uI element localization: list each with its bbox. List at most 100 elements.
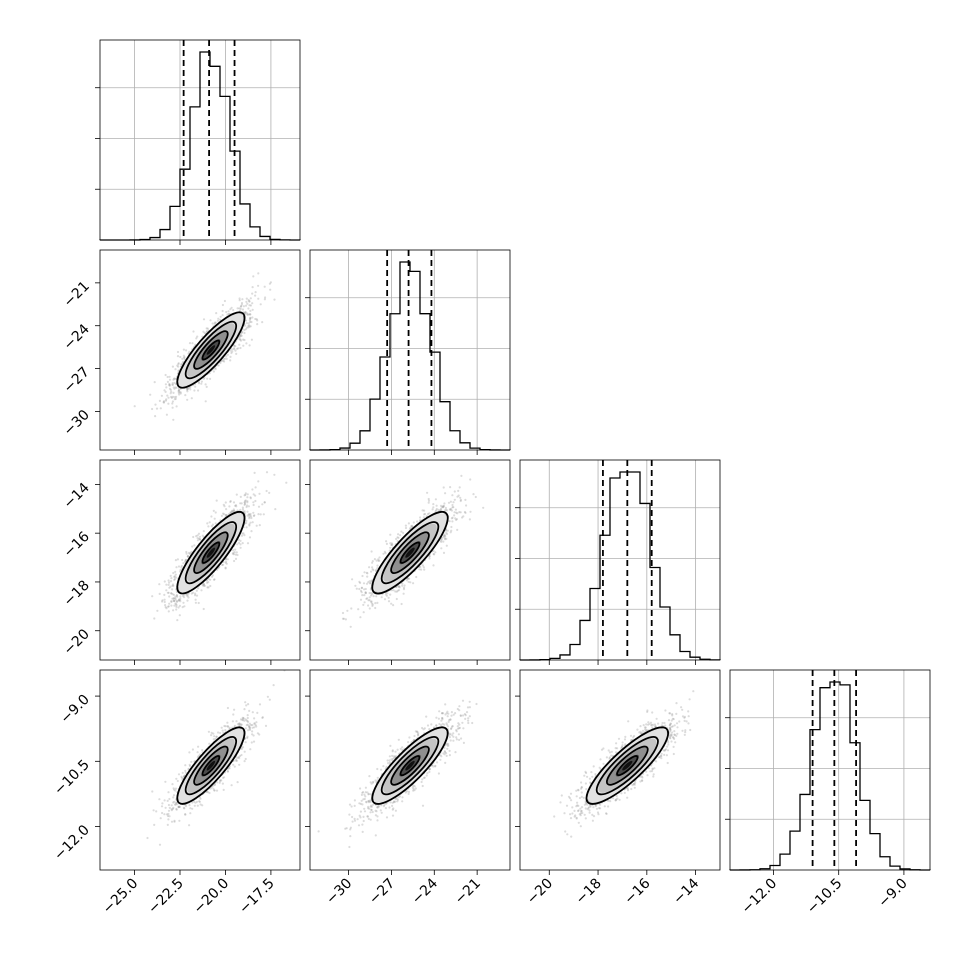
sample-point — [368, 566, 371, 569]
sample-point — [172, 584, 175, 587]
y-tick-label: −30 — [61, 407, 93, 439]
sample-point — [457, 489, 460, 492]
sample-point — [191, 801, 194, 804]
sample-point — [187, 596, 190, 599]
sample-point — [168, 387, 172, 390]
sample-point — [235, 505, 238, 508]
sample-point — [165, 583, 168, 586]
sample-point — [246, 510, 249, 513]
sample-point — [243, 510, 246, 513]
sample-point — [244, 310, 247, 314]
sample-point — [174, 602, 177, 605]
sample-point — [231, 510, 234, 513]
sample-point — [448, 508, 451, 511]
sample-point — [170, 390, 173, 393]
sample-point — [225, 357, 228, 360]
sample-point — [168, 375, 171, 378]
sample-point — [210, 515, 213, 518]
sample-point — [243, 501, 246, 504]
sample-point — [462, 515, 465, 518]
sample-point — [371, 603, 374, 606]
sample-point — [423, 513, 426, 516]
sample-point — [400, 530, 403, 533]
sample-point — [248, 514, 251, 517]
contour — [193, 330, 229, 370]
sample-point — [177, 390, 180, 393]
sample-point — [371, 604, 374, 608]
sample-point — [264, 296, 267, 299]
sample-point — [440, 547, 443, 550]
sample-point — [172, 571, 175, 575]
sample-point — [375, 568, 378, 572]
sample-point — [168, 384, 171, 387]
sample-point — [427, 497, 430, 501]
sample-point — [373, 558, 376, 561]
sample-point — [162, 400, 166, 403]
sample-point — [254, 291, 257, 294]
sample-point — [432, 552, 435, 556]
sample-point — [236, 553, 239, 557]
sample-point — [173, 381, 176, 385]
sample-point — [402, 588, 406, 591]
sample-point — [185, 349, 188, 352]
sample-point — [199, 538, 202, 541]
sample-point — [249, 515, 253, 518]
sample-point — [257, 513, 260, 516]
sample-point — [445, 531, 448, 534]
sample-point — [247, 513, 250, 516]
sample-point — [233, 344, 236, 348]
sample-point — [236, 347, 239, 350]
sample-point — [221, 563, 224, 567]
sample-point — [191, 342, 194, 345]
sample-point — [377, 559, 380, 563]
sample-point — [224, 561, 227, 564]
sample-point — [389, 542, 392, 545]
sample-point — [153, 381, 156, 384]
sample-point — [169, 580, 173, 583]
sample-point — [202, 330, 205, 333]
sample-point — [165, 386, 168, 389]
sample-point — [231, 348, 234, 351]
sample-point — [458, 510, 461, 514]
panel-frame — [99, 249, 301, 451]
sample-point — [233, 559, 236, 563]
sample-point — [410, 524, 414, 528]
sample-point — [442, 505, 445, 509]
histogram-1 — [309, 261, 511, 451]
sample-point — [258, 492, 261, 495]
sample-point — [449, 531, 452, 534]
sample-point — [401, 582, 404, 585]
sample-point — [421, 564, 425, 567]
sample-point — [238, 338, 241, 341]
sample-point — [239, 338, 242, 341]
sample-point — [182, 601, 185, 604]
sample-point — [251, 308, 254, 311]
sample-point — [178, 604, 181, 608]
sample-point — [174, 386, 177, 389]
sample-point — [246, 500, 249, 503]
sample-point — [397, 533, 400, 536]
sample-point — [419, 565, 422, 569]
sample-point — [159, 407, 162, 410]
sample-point — [460, 474, 463, 477]
sample-point — [177, 599, 181, 602]
sample-point — [376, 564, 379, 567]
sample-point — [239, 539, 242, 543]
sample-point — [240, 502, 243, 505]
sample-point — [261, 321, 264, 324]
sample-point — [182, 354, 185, 357]
sample-point — [258, 524, 261, 527]
sample-point — [232, 309, 235, 312]
sample-point — [202, 584, 205, 587]
sample-point — [161, 599, 164, 602]
sample-point — [254, 294, 257, 297]
sample-point — [232, 549, 235, 552]
sample-point — [221, 314, 224, 317]
sample-point — [179, 570, 182, 573]
sample-point — [361, 574, 364, 578]
sample-point — [239, 346, 242, 350]
sample-point — [192, 535, 195, 539]
sample-point — [244, 492, 247, 495]
sample-point — [230, 306, 233, 309]
